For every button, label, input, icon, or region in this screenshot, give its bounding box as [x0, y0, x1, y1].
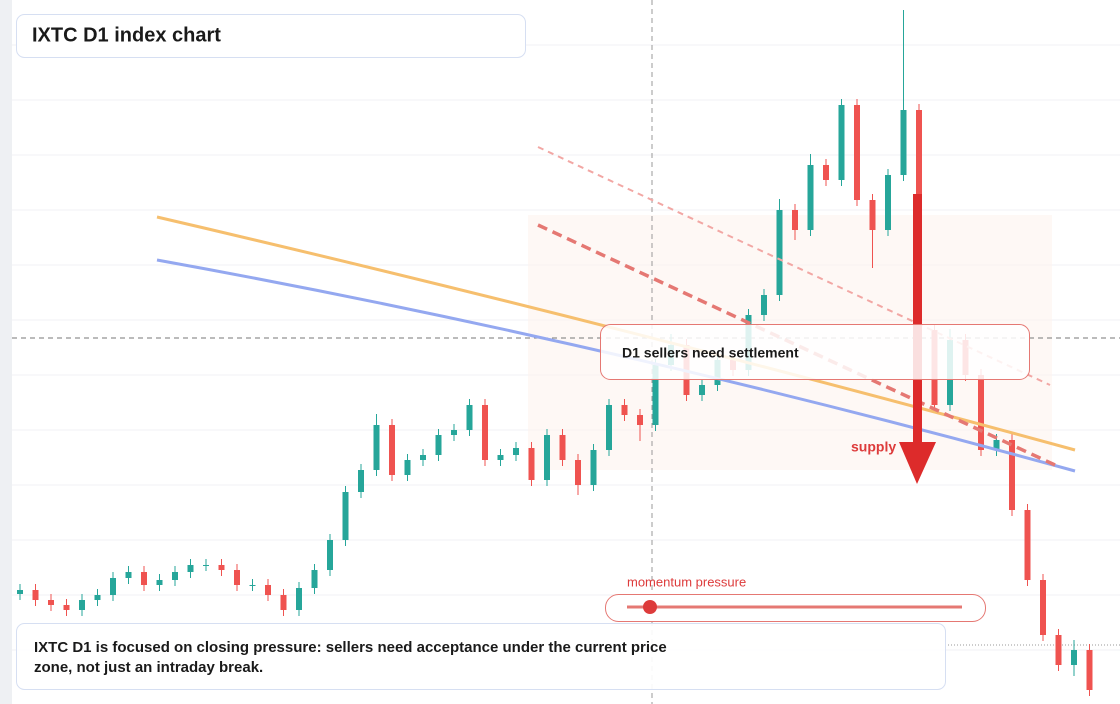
- candle-body: [590, 450, 597, 485]
- candle-body: [234, 570, 240, 585]
- candle-body: [373, 425, 380, 470]
- candle-body: [1040, 580, 1046, 635]
- candle-body: [327, 540, 333, 570]
- candle-body: [854, 105, 860, 200]
- candle-body: [885, 175, 891, 230]
- candle-body: [265, 585, 271, 595]
- candle-body: [869, 200, 876, 230]
- annotation-text: D1 sellers need settlement: [622, 345, 799, 361]
- candle-body: [311, 570, 318, 588]
- candle-body: [203, 565, 209, 566]
- candle-body: [342, 492, 349, 540]
- candle-body: [125, 572, 132, 578]
- candle-body: [575, 460, 581, 485]
- note-line: zone, not just an intraday break.: [34, 659, 263, 676]
- arrow-head: [899, 442, 936, 484]
- candle-body: [807, 165, 814, 230]
- title: IXTC D1 index chart: [32, 24, 221, 46]
- candle-body: [1086, 650, 1093, 690]
- candle-body: [32, 590, 39, 600]
- candle-body: [559, 435, 566, 460]
- candle-body: [482, 405, 488, 460]
- candle-body: [1024, 510, 1031, 580]
- candle-body: [637, 415, 643, 425]
- candle-body: [141, 572, 147, 585]
- candle-body: [389, 425, 395, 475]
- candle-body: [776, 210, 783, 295]
- candle-body: [17, 590, 23, 594]
- candle-body: [172, 572, 178, 580]
- candle-body: [358, 470, 364, 492]
- candle-body: [187, 565, 194, 572]
- momentum-knob: [643, 600, 657, 614]
- left-strip: [0, 0, 12, 704]
- candle-body: [606, 405, 612, 450]
- note-box: [16, 623, 946, 690]
- candle-body: [497, 455, 504, 460]
- candle-body: [63, 605, 70, 610]
- candle-body: [528, 448, 535, 480]
- candle-body: [110, 578, 116, 595]
- candle-body: [513, 448, 519, 455]
- candle-body: [652, 365, 659, 425]
- candle-body: [544, 435, 550, 480]
- candle-body: [435, 435, 442, 455]
- candle-body: [451, 430, 457, 435]
- candle-body: [218, 565, 225, 570]
- candle-body: [94, 595, 101, 600]
- candle-body: [420, 455, 426, 460]
- candle-body: [280, 595, 287, 610]
- title-box: [16, 14, 526, 58]
- note-line: IXTC D1 is focused on closing pressure: …: [34, 639, 667, 656]
- supply-label: supply: [851, 439, 896, 455]
- candle-body: [466, 405, 473, 430]
- candle-body: [404, 460, 411, 475]
- candle-body: [156, 580, 163, 585]
- momentum-label: momentum pressure: [627, 574, 746, 589]
- candle-body: [792, 210, 798, 230]
- candle-body: [761, 295, 767, 315]
- candle-body: [993, 440, 1000, 450]
- candle-body: [838, 105, 845, 180]
- candle-body: [978, 375, 984, 450]
- candle-body: [1055, 635, 1062, 665]
- candle-body: [48, 600, 54, 605]
- candle-body: [79, 600, 85, 610]
- candle-body: [296, 588, 302, 610]
- annotation-box: [600, 324, 1030, 380]
- arrow-shaft: [913, 194, 922, 444]
- candle-body: [823, 165, 829, 180]
- candle-body: [699, 385, 705, 395]
- candle-body: [621, 405, 628, 415]
- candle-body: [900, 110, 907, 175]
- candle-body: [1009, 440, 1015, 510]
- candle-body: [1071, 650, 1077, 665]
- candle-body: [249, 585, 256, 586]
